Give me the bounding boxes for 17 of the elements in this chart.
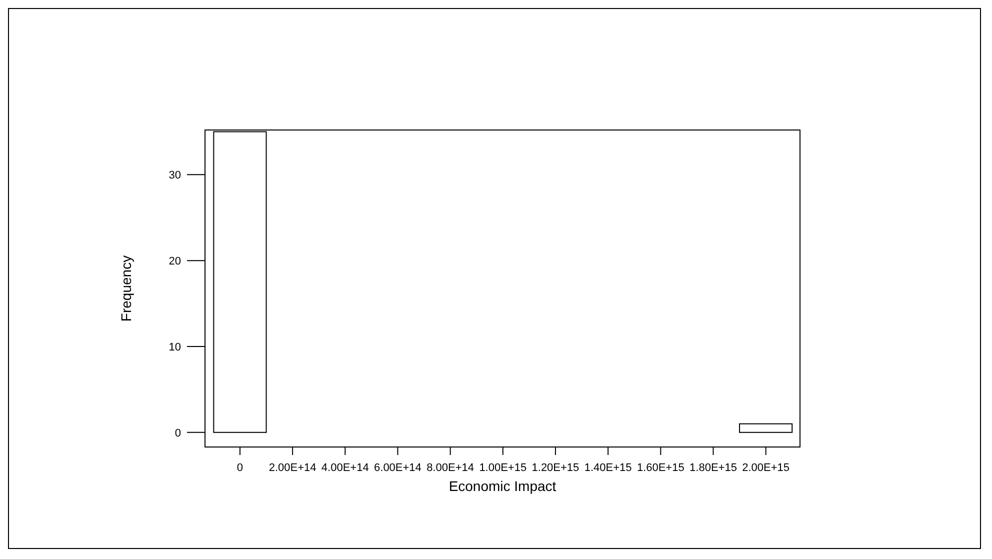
x-tick-label: 8.00E+14 [426,462,474,474]
x-tick-label: 1.60E+15 [636,462,684,474]
x-tick-label: 0 [236,462,244,474]
y-tick-label: 10 [168,341,181,354]
x-tick-label: 2.00E+15 [742,462,790,474]
x-axis-title: Economic Impact [448,478,556,494]
y-tick-label: 20 [168,256,181,268]
x-tick-label: 1.00E+15 [479,462,527,474]
x-tick-label: 1.40E+15 [584,462,632,474]
y-tick-label: 30 [168,170,181,182]
x-tick-label: 4.00E+14 [321,462,369,474]
x-tick-label: 1.80E+15 [690,462,737,474]
y-tick-label: 0 [174,427,181,440]
y-axis-title: Frequency [118,255,134,322]
x-tick-label: 2.00E+14 [268,462,316,474]
x-tick-label: 1.20E+15 [532,462,580,474]
x-tick-label: 6.00E+14 [374,462,422,474]
